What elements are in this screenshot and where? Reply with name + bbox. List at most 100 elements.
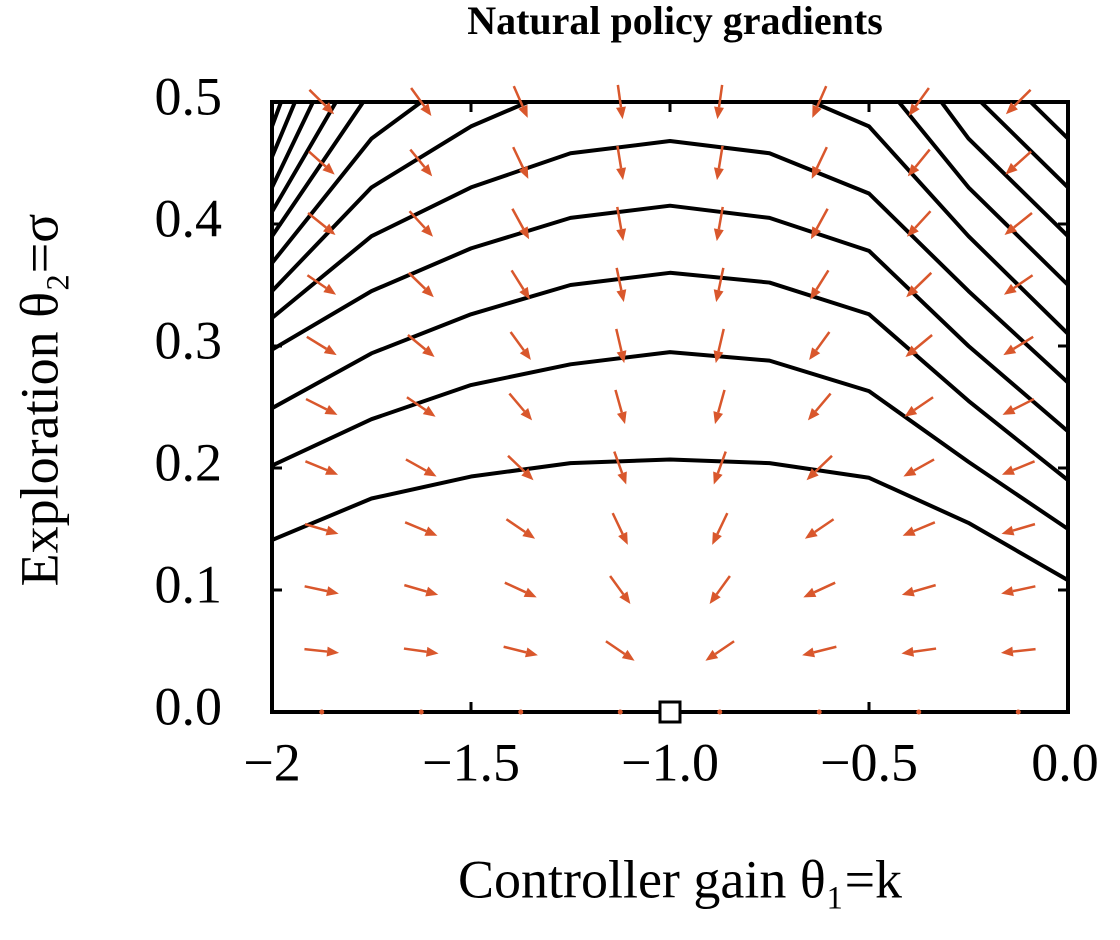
contour-line xyxy=(272,270,1068,482)
arrow xyxy=(615,328,627,364)
x-tick-label: −0.5 xyxy=(820,732,918,792)
y-tick-label: 0.1 xyxy=(155,554,223,614)
column-dot xyxy=(617,709,623,715)
arrow-shaft xyxy=(615,328,623,352)
y-tick-label: 0.3 xyxy=(155,310,223,370)
arrow-shaft xyxy=(715,575,731,596)
arrow xyxy=(605,640,635,661)
arrow-head xyxy=(803,587,817,598)
arrow xyxy=(614,389,627,425)
arrow-head xyxy=(901,586,915,597)
arrow xyxy=(512,85,528,118)
arrow xyxy=(1003,274,1034,295)
contour-line xyxy=(272,102,1068,287)
arrow xyxy=(1001,460,1036,475)
arrow-shaft xyxy=(1012,585,1036,593)
arrow xyxy=(712,512,729,545)
arrow-head xyxy=(616,350,627,364)
arrow xyxy=(1001,522,1036,536)
arrow-shaft xyxy=(403,647,427,654)
arrow-shaft xyxy=(714,640,735,656)
y-axis-label: Exploration θ₂=σ xyxy=(9,214,69,587)
arrow xyxy=(616,84,626,120)
arrow-shaft xyxy=(403,583,427,593)
arrow-head xyxy=(616,167,627,181)
arrow-shaft xyxy=(503,645,527,654)
contour-line xyxy=(272,139,1068,385)
arrow-shaft xyxy=(716,451,727,474)
arrow xyxy=(613,451,627,485)
arrow-shaft xyxy=(814,518,835,534)
arrow-head xyxy=(809,347,821,361)
arrow-head xyxy=(905,345,918,357)
arrow-shaft xyxy=(815,269,830,291)
arrow-shaft xyxy=(507,454,526,473)
arrow-head xyxy=(421,224,433,237)
arrow-head xyxy=(903,466,917,477)
column-dot xyxy=(518,709,524,715)
arrow-head xyxy=(906,285,919,298)
arrow-head xyxy=(907,224,919,237)
arrow-shaft xyxy=(305,397,328,411)
arrow-shaft xyxy=(504,581,527,594)
arrow-shaft xyxy=(1012,460,1036,472)
arrow xyxy=(512,146,529,179)
arrow-head xyxy=(518,104,528,118)
arrow-head xyxy=(806,468,819,481)
arrow-head xyxy=(525,647,538,658)
arrow-shaft xyxy=(616,145,623,169)
arrow-shaft xyxy=(304,522,328,532)
arrow-head xyxy=(709,591,721,605)
arrow-head xyxy=(326,586,339,597)
column-dot xyxy=(916,709,922,715)
y-tick-label: 0.4 xyxy=(155,188,223,248)
column-dot xyxy=(816,709,822,715)
arrow xyxy=(713,267,725,303)
contour-line xyxy=(272,203,1068,433)
column-dot xyxy=(717,709,723,715)
arrow-head xyxy=(326,646,340,657)
arrow-shaft xyxy=(407,271,427,290)
x-axis-label: Controller gain θ₁=k xyxy=(458,849,902,909)
arrow-shaft xyxy=(913,583,937,593)
arrow xyxy=(307,150,335,175)
arrow-head xyxy=(519,286,530,300)
arrow xyxy=(713,145,724,181)
arrow-shaft xyxy=(409,148,426,168)
arrow-head xyxy=(901,646,915,657)
x-tick-label: −1.0 xyxy=(621,732,719,792)
arrow-shaft xyxy=(605,640,626,656)
arrow xyxy=(812,85,828,118)
arrow-head xyxy=(423,466,437,477)
arrow-shaft xyxy=(815,85,828,108)
arrow-head xyxy=(616,106,626,120)
arrow xyxy=(1000,646,1036,657)
arrow-shaft xyxy=(913,647,937,654)
arrow-head xyxy=(422,345,435,357)
arrow-shaft xyxy=(914,210,932,229)
arrow-head xyxy=(907,163,920,177)
arrow-shaft xyxy=(306,274,327,290)
plot-frame xyxy=(270,100,1070,714)
arrow-head xyxy=(425,586,439,597)
arrow xyxy=(804,518,835,539)
arrow-shaft xyxy=(717,206,724,230)
arrow xyxy=(304,522,339,536)
arrow-head xyxy=(616,289,627,303)
arrow-head xyxy=(810,286,821,300)
arrow-shaft xyxy=(307,212,327,229)
arrow xyxy=(403,646,439,657)
arrow-shaft xyxy=(609,575,625,596)
arrow-head xyxy=(810,226,822,240)
arrow-shaft xyxy=(813,581,836,594)
arrow-head xyxy=(616,411,627,425)
arrow xyxy=(507,454,534,481)
arrow xyxy=(809,331,831,361)
arrow-shaft xyxy=(410,87,426,108)
column-dot xyxy=(418,709,424,715)
arrow xyxy=(810,269,830,300)
arrow xyxy=(810,208,829,240)
arrow-head xyxy=(714,106,724,120)
arrow-head xyxy=(1002,405,1016,415)
